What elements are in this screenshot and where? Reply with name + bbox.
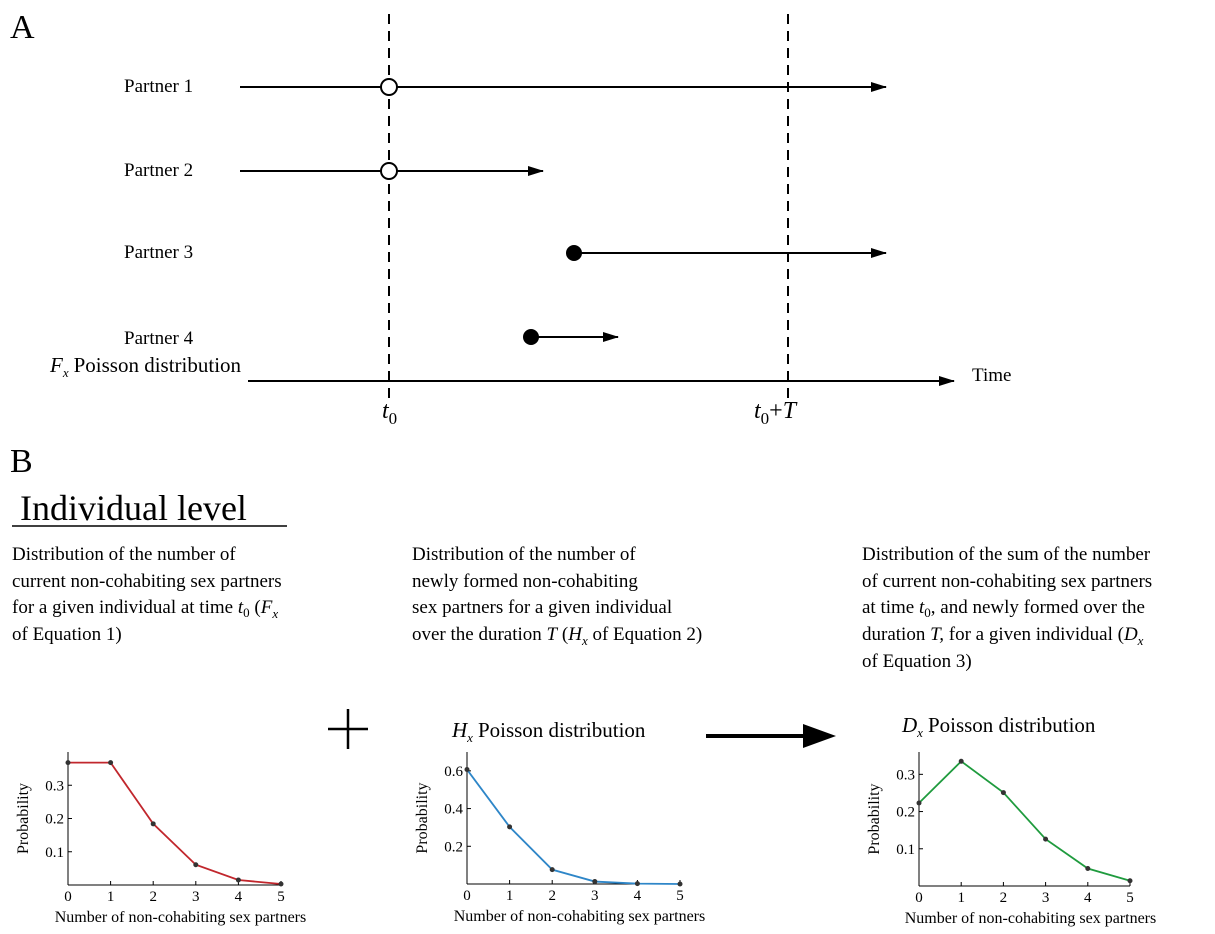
- data-point: [108, 760, 114, 766]
- panel-b-label: B: [10, 443, 33, 480]
- svg-text:of current non-cohabiting sex: of current non-cohabiting sex partners: [862, 571, 1152, 592]
- data-point: [1000, 790, 1006, 796]
- data-point: [958, 758, 964, 764]
- x-tick-label: 4: [235, 889, 243, 905]
- svg-text:over the duration T (Hx of Equ: over the duration T (Hx of Equation 2): [412, 624, 702, 648]
- svg-text:duration T, for a given indivi: duration T, for a given individual (Dx: [862, 624, 1144, 648]
- partner-4-filled-marker: [523, 329, 539, 345]
- partner-1-label: Partner 1: [124, 76, 193, 97]
- data-point: [150, 821, 156, 827]
- x-tick-label: 1: [957, 890, 965, 906]
- data-point: [65, 760, 71, 766]
- x-tick-label: 2: [1000, 890, 1008, 906]
- data-point: [1127, 878, 1133, 884]
- partner-4-label: Partner 4: [124, 328, 194, 349]
- x-tick-label: 5: [277, 889, 285, 905]
- description-h: Distribution of the number of newly form…: [412, 544, 702, 648]
- data-point: [193, 862, 199, 868]
- y-tick-label: 0.3: [45, 778, 64, 794]
- plus-sign: [328, 709, 368, 749]
- description-d: Distribution of the sum of the number of…: [862, 544, 1152, 672]
- x-tick-label: 5: [1126, 890, 1134, 906]
- y-axis-label: Probability: [15, 783, 32, 854]
- individual-level-heading: Individual level: [20, 488, 247, 528]
- time-axis-label: Time: [972, 365, 1011, 386]
- y-tick-label: 0.6: [444, 764, 463, 780]
- x-tick-label: 0: [463, 888, 471, 904]
- chart-title: Dx Poisson distribution: [901, 713, 1096, 740]
- x-tick-label: 5: [676, 888, 684, 904]
- data-point: [549, 867, 555, 873]
- y-tick-label: 0.3: [896, 767, 915, 783]
- svg-text:sex partners for a given indiv: sex partners for a given individual: [412, 597, 672, 618]
- x-tick-label: 2: [548, 888, 556, 904]
- data-point: [1085, 866, 1091, 872]
- svg-text:of Equation 1): of Equation 1): [12, 624, 122, 645]
- svg-text:current non-cohabiting sex par: current non-cohabiting sex partners: [12, 571, 282, 592]
- x-tick-label: 3: [591, 888, 599, 904]
- t0-tick-label: t0: [382, 398, 397, 428]
- partner-1-open-marker: [380, 78, 398, 96]
- f-poisson-chart: Fx Poisson distribution 0 1 2 3 4 5 0.1 0.2 0.3 Num…: [15, 353, 306, 926]
- data-point: [464, 767, 470, 773]
- x-tick-label: 0: [915, 890, 923, 906]
- x-tick-label: 3: [1042, 890, 1050, 906]
- svg-text:for a given individual at time: for a given individual at time t0 (Fx: [12, 597, 278, 621]
- chart-title: Fx Poisson distribution: [49, 353, 242, 380]
- series-line: [68, 761, 282, 885]
- x-axis-label: Number of non-cohabiting sex partners: [55, 909, 306, 926]
- data-point: [592, 879, 598, 885]
- data-point: [634, 881, 640, 887]
- y-tick-label: 0.2: [896, 805, 915, 821]
- y-axis-label: Probability: [866, 783, 883, 854]
- svg-text:newly formed non-cohabiting: newly formed non-cohabiting: [412, 571, 638, 592]
- partner-3-filled-marker: [566, 245, 582, 261]
- series-line: [918, 760, 1131, 882]
- x-tick-label: 1: [107, 889, 115, 905]
- x-tick-label: 0: [64, 889, 72, 905]
- svg-text:at time t0, and newly formed o: at time t0, and newly formed over the: [862, 597, 1145, 620]
- description-f: Distribution of the number of current no…: [12, 544, 282, 645]
- y-axis-label: Probability: [414, 782, 431, 853]
- partner-3-label: Partner 3: [124, 242, 193, 263]
- data-point: [1043, 836, 1049, 842]
- x-tick-label: 1: [506, 888, 514, 904]
- data-point: [235, 877, 241, 883]
- data-point: [278, 881, 284, 887]
- svg-text:Distribution of the number of: Distribution of the number of: [412, 544, 636, 565]
- y-tick-label: 0.4: [444, 802, 463, 818]
- result-arrow: [706, 724, 836, 748]
- y-tick-label: 0.1: [896, 842, 915, 858]
- x-tick-label: 4: [634, 888, 642, 904]
- data-point: [507, 824, 513, 830]
- y-tick-label: 0.2: [45, 812, 64, 828]
- svg-text:Distribution of the sum of the: Distribution of the sum of the number: [862, 544, 1151, 565]
- partner-2-open-marker: [380, 162, 398, 180]
- x-tick-label: 3: [192, 889, 200, 905]
- chart-title: Hx Poisson distribution: [451, 718, 646, 745]
- h-poisson-chart: Hx Poisson distribution 0 1 2 3 4 5 0.2 0.4 0.6 Num…: [414, 718, 705, 925]
- panel-a-label: A: [10, 9, 35, 46]
- x-tick-label: 2: [149, 889, 157, 905]
- d-poisson-chart: Dx Poisson distribution 0 1 2 3 4 5 0.1 0.2 0.3 Num…: [866, 713, 1156, 927]
- x-axis-label: Number of non-cohabiting sex partners: [905, 910, 1156, 927]
- x-axis-label: Number of non-cohabiting sex partners: [454, 908, 705, 925]
- data-point: [677, 881, 683, 887]
- svg-text:Distribution of the number of: Distribution of the number of: [12, 544, 236, 565]
- partner-2-label: Partner 2: [124, 160, 193, 181]
- x-tick-label: 4: [1084, 890, 1092, 906]
- data-point: [916, 800, 922, 806]
- t0T-tick-label: t0+T: [754, 398, 798, 428]
- y-tick-label: 0.2: [444, 839, 463, 855]
- svg-text:of Equation 3): of Equation 3): [862, 651, 972, 672]
- series-line: [466, 769, 681, 885]
- y-tick-label: 0.1: [45, 845, 64, 861]
